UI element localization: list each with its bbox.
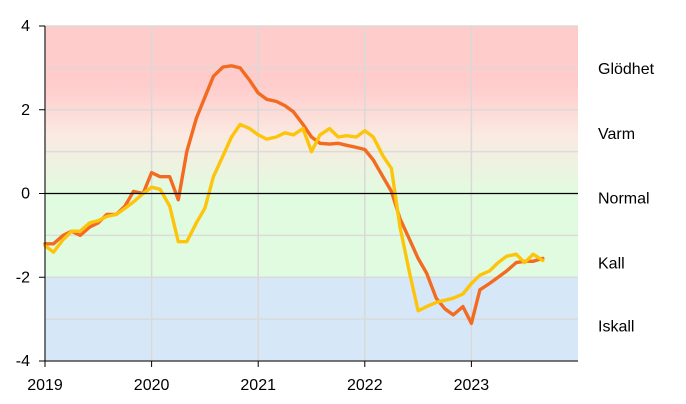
x-tick-label: 2023	[454, 377, 490, 394]
series-lines	[43, 64, 545, 325]
labels: 4 2 0 -2 -4 2019 2020 2021 2022 2023 Glödhet Varm No…	[16, 18, 655, 394]
zone-label: Iskall	[598, 318, 634, 335]
zone-label: Glödhet	[598, 61, 655, 78]
x-tick-label: 2021	[240, 377, 276, 394]
y-tick-label: -4	[16, 353, 30, 370]
zone-label: Varm	[598, 126, 635, 143]
series-line-orange	[43, 64, 545, 325]
x-tick-label: 2020	[134, 377, 170, 394]
zone-band-hot	[45, 26, 578, 135]
x-tick-label: 2019	[27, 377, 63, 394]
zone-band-warm	[45, 134, 578, 194]
series-line-yellow	[43, 122, 545, 313]
y-tick-label: 0	[21, 186, 30, 203]
y-tick-label: -2	[16, 269, 30, 286]
y-tick-label: 4	[21, 18, 30, 35]
axes	[39, 25, 578, 367]
zone-label: Normal	[598, 191, 650, 208]
y-tick-label: 2	[21, 102, 30, 119]
x-tick-label: 2022	[347, 377, 383, 394]
zone-label: Kall	[598, 256, 625, 273]
